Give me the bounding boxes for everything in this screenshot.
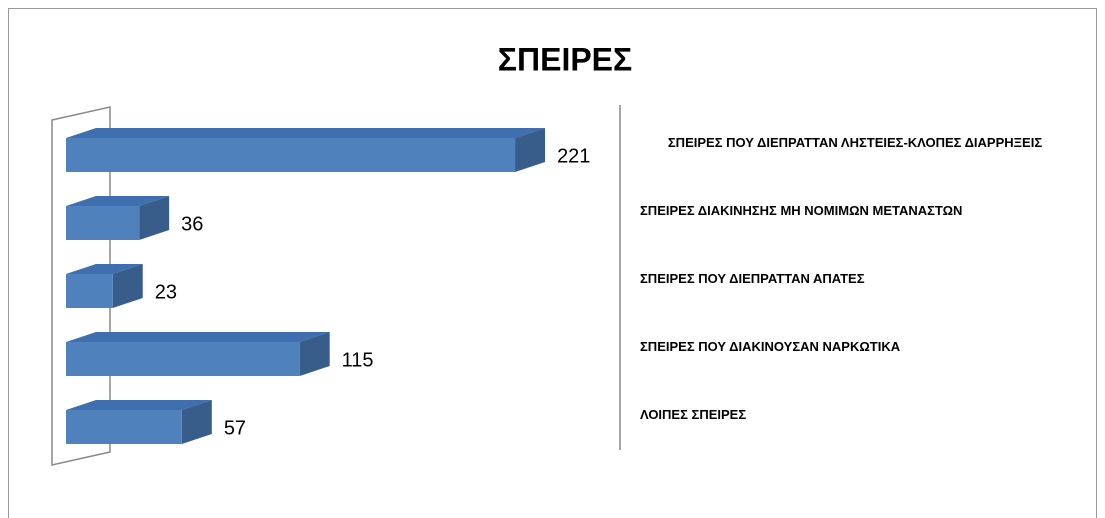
category-label: ΣΠΕΙΡΕΣ ΠΟΥ ΔΙΕΠΡΑΤΤΑΝ ΑΠΑΤΕΣ — [640, 271, 865, 286]
value-label: 221 — [557, 145, 590, 167]
bar-top — [66, 196, 170, 206]
bar-side — [299, 332, 330, 376]
bar — [66, 128, 546, 172]
value-label: 23 — [155, 281, 177, 303]
bar — [66, 400, 212, 444]
bar — [66, 196, 170, 240]
bar-front — [66, 138, 516, 172]
category-label: ΣΠΕΙΡΕΣ ΠΟΥ ΔΙΕΠΡΑΤΤΑΝ ΛΗΣΤΕΙΕΣ-ΚΛΟΠΕΣ Δ… — [667, 135, 1043, 150]
bar-front — [66, 410, 182, 444]
bar-front — [66, 342, 300, 376]
bar-top — [66, 264, 143, 274]
bar-side — [139, 196, 170, 240]
value-label: 57 — [224, 417, 246, 439]
bar-top — [66, 400, 212, 410]
category-label: ΣΠΕΙΡΕΣ ΠΟΥ ΔΙΑΚΙΝΟΥΣΑΝ ΝΑΡΚΩΤΙΚΑ — [640, 339, 901, 354]
value-label: 36 — [181, 213, 203, 235]
bar-side — [515, 128, 546, 172]
value-label: 115 — [342, 349, 374, 371]
category-label: ΛΟΙΠΕΣ ΣΠΕΙΡΕΣ — [640, 407, 747, 422]
category-label: ΣΠΕΙΡΕΣ ΔΙΑΚΙΝΗΣΗΣ ΜΗ ΝΟΜΙΜΩΝ ΜΕΤΑΝΑΣΤΩΝ — [640, 203, 963, 218]
bar-top — [66, 332, 330, 342]
bar — [66, 332, 330, 376]
bar-side — [112, 264, 143, 308]
bar-top — [66, 128, 546, 138]
bar — [66, 264, 143, 308]
bar-front — [66, 206, 140, 240]
chart-title: ΣΠΕΙΡΕΣ — [498, 41, 632, 77]
bar-side — [181, 400, 212, 444]
bar-front — [66, 274, 113, 308]
